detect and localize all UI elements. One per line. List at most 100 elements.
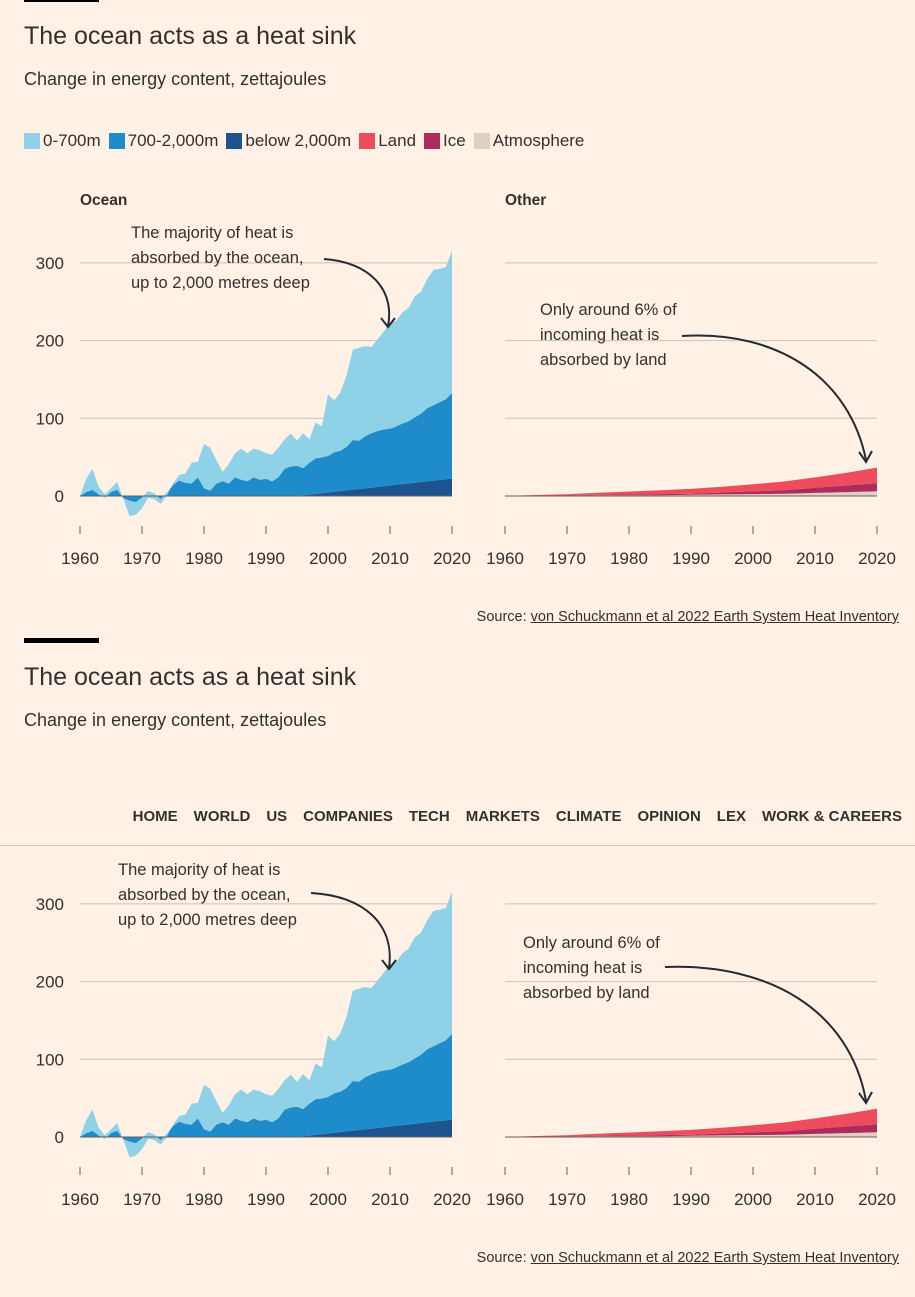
y-tick-label: 0 <box>55 1128 64 1147</box>
area-series-other-0 <box>505 1132 877 1137</box>
annotation-other-line: absorbed by land <box>523 984 650 1002</box>
source-link[interactable]: von Schuckmann et al 2022 Earth System H… <box>530 1250 899 1266</box>
x-tick-label: 2010 <box>796 549 834 568</box>
annotation-other-line: Only around 6% of <box>523 934 660 952</box>
x-tick-label: 1980 <box>610 549 648 568</box>
x-tick-label: 1960 <box>61 549 99 568</box>
area-series-ocean-0 <box>80 478 452 496</box>
annotation-arrow-ocean <box>310 892 391 969</box>
x-tick-label: 2000 <box>734 1190 772 1209</box>
chart-title: The ocean acts as a heat sink <box>24 663 357 691</box>
nav-climate[interactable]: CLIMATE <box>555 808 622 825</box>
legend-label: below 2,000m <box>245 131 352 150</box>
x-tick-label: 2020 <box>858 549 896 568</box>
panel-label-ocean: Ocean <box>80 192 127 209</box>
nav-companies[interactable]: COMPANIES <box>303 808 393 825</box>
y-tick-label: 0 <box>55 487 64 506</box>
annotation-arrowhead-ocean <box>380 317 396 329</box>
x-tick-label: 2010 <box>796 1190 834 1209</box>
y-tick-label: 300 <box>36 895 64 914</box>
area-series-ocean-1 <box>80 393 452 503</box>
area-series-other-2 <box>505 467 877 496</box>
area-series-other-1 <box>505 1124 877 1137</box>
nav-work-careers[interactable]: WORK & CAREERS <box>761 808 902 825</box>
y-tick-label: 100 <box>36 409 64 428</box>
x-tick-label: 1980 <box>185 549 223 568</box>
annotation-ocean-line: absorbed by the ocean, <box>131 249 303 267</box>
x-tick-label: 2020 <box>858 1190 896 1209</box>
area-series-other-1 <box>505 483 877 496</box>
legend-swatch <box>424 133 441 149</box>
x-tick-label: 1960 <box>61 1190 99 1209</box>
area-series-other-0 <box>505 491 877 496</box>
legend-item-below-2000m: below 2,000m <box>226 131 351 151</box>
chart-block-top: The ocean acts as a heat sink Change in … <box>0 0 915 640</box>
chart-subtitle: Change in energy content, zettajoules <box>24 710 327 730</box>
legend-swatch <box>226 133 243 149</box>
x-tick-label: 1960 <box>486 549 524 568</box>
annotation-other-line: incoming heat is <box>523 959 642 977</box>
nav-world[interactable]: WORLD <box>193 808 251 825</box>
annotation-other-line: Only around 6% of <box>540 301 677 319</box>
legend-swatch <box>473 133 490 149</box>
nav-markets[interactable]: MARKETS <box>465 808 540 825</box>
annotation-ocean-line: up to 2,000 metres deep <box>131 274 310 292</box>
area-series-ocean-0 <box>80 1119 452 1137</box>
area-series-ocean-1 <box>80 1034 452 1144</box>
chart-figure-bottom: 0 100 200 300 1960 1970 1980 1990 2000 2010 2020 19… <box>36 861 896 1209</box>
annotation-ocean-line: up to 2,000 metres deep <box>118 911 297 929</box>
chart-figure-top: 0 100 200 300 Ocean 1960 1970 1980 1990 2000 2010 2… <box>36 192 896 568</box>
annotation-other-line: absorbed by land <box>540 351 667 369</box>
x-tick-label: 2000 <box>309 1190 347 1209</box>
nav-home[interactable]: HOME <box>132 808 178 825</box>
annotation-arrow-other <box>664 965 867 1102</box>
y-tick-label: 300 <box>36 254 64 273</box>
legend-swatch <box>108 133 125 149</box>
source-note: Source: von Schuckmann et al 2022 Earth … <box>477 609 899 625</box>
x-tick-label: 1990 <box>247 1190 285 1209</box>
chart-block-bottom: The ocean acts as a heat sink Change in … <box>0 638 915 1297</box>
x-tick-label: 1970 <box>123 549 161 568</box>
x-tick-label: 1970 <box>548 1190 586 1209</box>
annotation-ocean-line: The majority of heat is <box>131 224 293 242</box>
x-tick-label: 2010 <box>371 1190 409 1209</box>
x-tick-label: 1980 <box>610 1190 648 1209</box>
chart-legend: 0-700m 700-2,000m below 2,000m Land Ice … <box>24 131 592 151</box>
nav-tech[interactable]: TECH <box>408 808 450 825</box>
x-tick-label: 1970 <box>548 549 586 568</box>
y-tick-label: 200 <box>36 973 64 992</box>
source-prefix: Source: <box>476 609 531 625</box>
area-series-other-2 <box>505 1108 877 1137</box>
x-tick-label: 2010 <box>371 549 409 568</box>
nav-opinion[interactable]: OPINION <box>637 808 701 825</box>
x-tick-label: 2020 <box>433 549 471 568</box>
legend-swatch <box>24 133 40 149</box>
nav-us[interactable]: US <box>266 808 288 825</box>
annotation-ocean-line: The majority of heat is <box>118 861 280 879</box>
legend-label: Ice <box>443 131 466 150</box>
annotation-arrowhead-other <box>858 450 873 464</box>
x-tick-label: 2000 <box>734 549 772 568</box>
x-tick-label: 1990 <box>247 549 285 568</box>
legend-label: 0-700m <box>43 131 101 150</box>
legend-label: Land <box>378 131 417 150</box>
legend-item-atmosphere: Atmosphere <box>473 131 585 151</box>
title-rule <box>24 638 99 643</box>
source-link[interactable]: von Schuckmann et al 2022 Earth System H… <box>530 609 899 625</box>
annotation-other-line: incoming heat is <box>540 326 659 344</box>
legend-item-ice: Ice <box>424 131 466 151</box>
area-series-ocean-2 <box>80 891 452 1158</box>
source-note: Source: von Schuckmann et al 2022 Earth … <box>477 1250 899 1266</box>
area-series-ocean-2 <box>80 250 452 517</box>
legend-item-700-2000m: 700-2,000m <box>108 131 219 151</box>
chart-title: The ocean acts as a heat sink <box>24 22 357 50</box>
legend-label: Atmosphere <box>492 131 585 150</box>
legend-item-land: Land <box>359 131 416 151</box>
nav-lex[interactable]: LEX <box>716 808 746 825</box>
legend-item-0-700m: 0-700m <box>24 131 101 151</box>
x-tick-label: 1990 <box>672 1190 710 1209</box>
title-rule <box>24 0 99 2</box>
annotation-arrowhead-other <box>858 1091 873 1105</box>
site-nav: HOME WORLD US COMPANIES TECH MARKETS CLI… <box>0 788 915 846</box>
legend-label: 700-2,000m <box>127 131 219 150</box>
